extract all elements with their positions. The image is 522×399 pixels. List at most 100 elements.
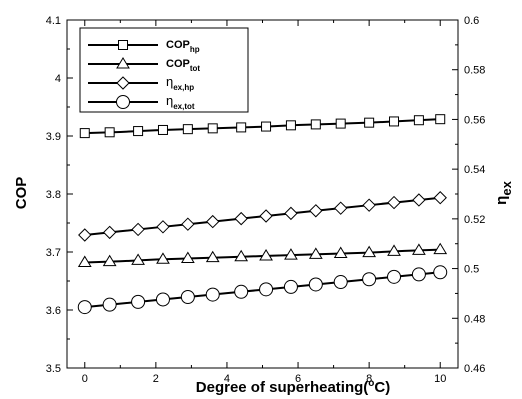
data-point-eta-ex-hp <box>362 198 376 212</box>
y-left-tick-label: 3.5 <box>46 363 61 375</box>
data-point-cop-hp <box>435 114 446 125</box>
data-point-eta-ex-tot <box>180 290 195 305</box>
data-point-cop-hp <box>236 122 247 133</box>
y-right-tick-label: 0.52 <box>464 214 485 226</box>
y-left-tick-label: 3.9 <box>46 131 61 143</box>
data-point-eta-ex-tot <box>308 277 323 292</box>
data-point-eta-ex-tot <box>155 292 170 307</box>
data-point-cop-hp <box>79 128 90 139</box>
data-point-cop-hp <box>413 115 424 126</box>
data-point-eta-ex-hp <box>78 228 92 242</box>
x-tick-label: 8 <box>366 373 372 385</box>
y-right-tick-label: 0.46 <box>464 363 485 375</box>
data-point-cop-tot <box>333 246 348 259</box>
legend-label-sub: tot <box>190 64 201 73</box>
legend-label-base: COP <box>166 58 190 70</box>
data-point-cop-tot <box>284 248 298 260</box>
legend-item-eta-ex-tot: ηex,tot <box>88 93 195 111</box>
data-point-cop-hp <box>182 124 193 135</box>
x-axis-title-unit: C) <box>374 379 390 396</box>
data-point-eta-ex-hp <box>412 193 426 207</box>
data-point-cop-tot <box>180 251 195 263</box>
legend-label-sub: hp <box>190 45 200 54</box>
data-point-eta-ex-tot <box>131 294 146 309</box>
data-point-eta-ex-tot <box>333 275 348 290</box>
legend-label-cop-tot: COPtot <box>166 58 200 73</box>
x-tick-label: 2 <box>153 373 159 385</box>
data-point-cop-hp <box>335 118 346 129</box>
data-point-cop-hp <box>133 126 144 137</box>
y-axis-right-title-sub: ex <box>499 180 514 195</box>
data-point-cop-tot <box>131 253 145 265</box>
legend-marker-cop-hp <box>118 40 128 50</box>
legend-label-cop-hp: COPhp <box>166 39 200 54</box>
data-point-eta-ex-hp <box>102 225 117 240</box>
data-point-eta-ex-hp <box>259 209 273 223</box>
data-point-cop-tot <box>259 248 273 261</box>
data-point-eta-ex-tot <box>411 267 426 282</box>
y-left-tick-label: 3.6 <box>46 305 61 317</box>
legend-marker-eta-ex-tot <box>116 95 130 109</box>
y-left-tick-label: 3.8 <box>46 189 61 201</box>
legend-label-eta-ex-tot: ηex,tot <box>166 93 195 111</box>
legend-marker-eta-ex-hp <box>116 76 130 90</box>
data-point-cop-hp <box>389 116 400 127</box>
legend-label-sub: ex,hp <box>173 83 194 92</box>
series-cop-tot <box>77 242 448 267</box>
data-point-cop-tot <box>362 245 377 258</box>
legend-label-base: η <box>166 74 173 89</box>
data-point-eta-ex-hp <box>333 201 348 215</box>
data-point-eta-ex-tot <box>77 300 92 315</box>
x-tick-label: 10 <box>434 373 446 385</box>
data-point-eta-ex-hp <box>309 204 323 218</box>
data-point-eta-ex-tot <box>205 287 220 302</box>
tick-labels: 0 2 4 6 8 10 3.5 3.6 3.7 3.8 3.9 4 4.1 0.46 0.48 0.5 0.5… <box>46 15 486 385</box>
data-point-cop-tot <box>102 254 117 267</box>
x-axis-title-degree: o <box>368 378 374 389</box>
data-point-cop-tot <box>156 252 170 264</box>
data-point-eta-ex-hp <box>206 214 220 229</box>
data-point-cop-hp <box>104 127 115 138</box>
series-eta-ex-tot <box>77 265 448 315</box>
data-point-eta-ex-tot <box>283 279 298 294</box>
data-point-eta-ex-hp <box>234 211 248 226</box>
legend-label-sub: ex,tot <box>173 102 195 111</box>
data-point-cop-hp <box>261 121 272 132</box>
y-right-tick-label: 0.56 <box>464 114 485 126</box>
y-left-tick-label: 4.1 <box>46 15 61 27</box>
legend-item-cop-hp: COPhp <box>88 39 200 54</box>
data-point-eta-ex-hp <box>433 191 447 205</box>
legend-item-cop-tot: COPtot <box>88 57 200 73</box>
legend-item-eta-ex-hp: ηex,hp <box>88 74 194 92</box>
data-point-eta-ex-hp <box>131 222 145 237</box>
data-point-cop-tot <box>205 250 220 263</box>
x-tick-label: 6 <box>295 373 301 385</box>
data-point-cop-tot <box>412 243 426 255</box>
data-point-eta-ex-hp <box>181 217 195 231</box>
y-right-tick-label: 0.54 <box>464 164 485 176</box>
y-left-tick-label: 3.7 <box>46 247 61 259</box>
y-right-tick-label: 0.48 <box>464 313 485 325</box>
legend-label-eta-ex-hp: ηex,hp <box>166 74 194 92</box>
y-left-tick-label: 4 <box>55 73 61 85</box>
legend-box <box>79 27 249 113</box>
data-point-cop-hp <box>157 124 168 135</box>
x-tick-label: 4 <box>224 373 230 385</box>
data-point-cop-tot <box>433 242 448 255</box>
x-axis-title: Degree of superheating(oC) <box>196 378 390 396</box>
y-axis-right-title: ηex <box>493 180 514 204</box>
data-point-eta-ex-tot <box>102 297 117 312</box>
data-point-cop-tot <box>234 249 249 262</box>
data-point-cop-tot <box>77 255 92 267</box>
data-point-eta-ex-tot <box>387 269 402 284</box>
y-right-tick-label: 0.58 <box>464 65 485 77</box>
x-axis-title-main: Degree of superheating( <box>196 379 369 396</box>
data-point-eta-ex-tot <box>234 284 249 299</box>
data-point-cop-tot <box>387 244 401 256</box>
y-right-tick-label: 0.6 <box>464 15 479 27</box>
legend-label-base: η <box>166 93 173 108</box>
legend-label-base: COP <box>166 39 190 51</box>
data-point-eta-ex-tot <box>362 272 377 287</box>
